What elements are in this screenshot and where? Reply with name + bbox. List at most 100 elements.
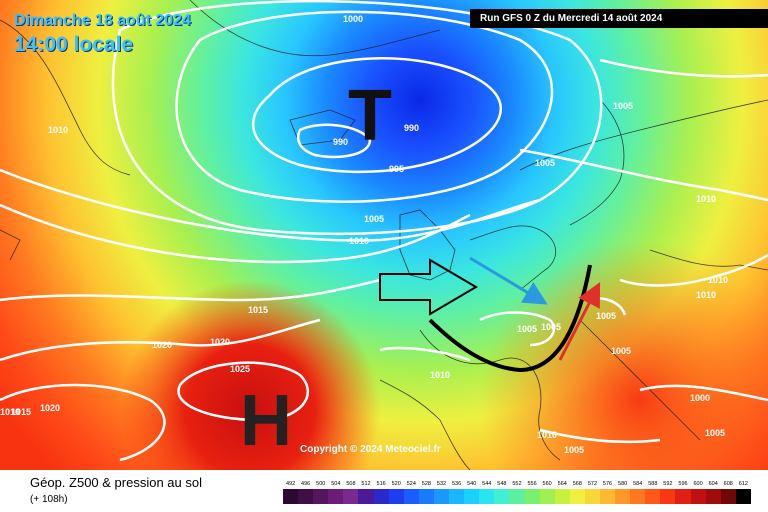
scale-tick-label: 608 — [723, 481, 733, 487]
scale-tick-label: 512 — [361, 481, 371, 487]
isobar-label: 1025 — [230, 364, 250, 374]
scale-color-swatch — [539, 489, 555, 504]
scale-color-swatch — [735, 489, 751, 504]
color-scale-bar — [283, 489, 751, 504]
color-scale: 492 496 500 504 508 512 516 520 524 528 532 536 540 5… — [283, 479, 751, 504]
scale-color-swatch — [313, 489, 329, 504]
isobar-label: 1010 — [696, 290, 716, 300]
scale-tick-label: 536 — [451, 481, 462, 487]
scale-tick-label: 540 — [467, 481, 477, 487]
forecast-date: Dimanche 18 août 2024 — [14, 12, 191, 29]
scale-color-swatch — [479, 489, 495, 504]
high-pressure-symbol: H — [240, 381, 292, 461]
scale-color-swatch — [403, 489, 419, 504]
scale-color-swatch — [630, 489, 646, 504]
scale-tick-label: 560 — [542, 481, 552, 487]
scale-tick-label: 524 — [406, 481, 416, 487]
scale-tick-label: 604 — [708, 481, 718, 487]
scale-tick-label: 596 — [678, 481, 688, 487]
isobar-label: 1010 — [696, 194, 716, 204]
scale-color-swatch — [690, 489, 706, 504]
scale-tick-label: 520 — [391, 481, 401, 487]
low-pressure-symbol: T — [348, 76, 392, 156]
scale-color-swatch — [298, 489, 314, 504]
isobar-label: 1005 — [541, 322, 561, 332]
scale-color-swatch — [599, 489, 616, 504]
isobar-label: 1000 — [690, 393, 710, 403]
legend-footer: Géop. Z500 & pression au sol (+ 108h) 49… — [0, 470, 768, 512]
copyright-text: Copyright © 2024 Meteociel.fr — [300, 444, 441, 455]
scale-tick-label: 516 — [376, 481, 386, 487]
scale-tick-label: 600 — [693, 481, 703, 487]
scale-tick-label: 504 — [331, 481, 341, 487]
scale-color-swatch — [524, 489, 540, 504]
isobar-label: 1005 — [705, 428, 725, 438]
red-flow-arrow — [558, 281, 601, 361]
scale-tick-label: 568 — [572, 481, 582, 487]
isobars — [0, 0, 768, 462]
scale-tick-label: 592 — [663, 481, 673, 487]
scale-color-swatch — [358, 489, 374, 504]
scale-color-swatch — [569, 489, 585, 504]
isobar-label: 1010 — [430, 370, 450, 380]
isobar-label: 1010 — [708, 275, 728, 285]
scale-tick-label: 612 — [738, 481, 748, 487]
scale-tick-label: 552 — [512, 481, 522, 487]
weather-map: 1000 1010 990 990 995 1005 1010 1005 100… — [0, 0, 768, 470]
scale-color-swatch — [660, 489, 676, 504]
scale-color-swatch — [615, 489, 631, 504]
scale-color-swatch — [705, 489, 721, 504]
scale-color-swatch — [509, 489, 525, 504]
isobar-label: 1005 — [517, 324, 537, 334]
scale-tick-label: 508 — [346, 481, 356, 487]
scale-color-swatch — [464, 489, 480, 504]
isobar-label: 1020 — [40, 403, 60, 413]
cold-front-line — [428, 264, 592, 373]
scale-tick-label: 528 — [421, 481, 431, 487]
isobar-label: 1005 — [596, 311, 616, 321]
scale-tick-label: 492 — [285, 481, 296, 487]
scale-color-swatch — [343, 489, 359, 504]
isobar-label: 1015 — [11, 407, 31, 417]
isobar-label: 1005 — [564, 445, 584, 455]
isobar-label: 1005 — [611, 346, 631, 356]
scale-color-swatch — [720, 489, 736, 504]
isobar-label: 1015 — [248, 305, 268, 315]
scale-color-swatch — [449, 489, 465, 504]
isobar-label: 1010 — [48, 125, 68, 135]
color-scale-labels: 492 496 500 504 508 512 516 520 524 528 532 536 540 5… — [283, 479, 751, 489]
scale-color-swatch — [373, 489, 389, 504]
scale-color-swatch — [645, 489, 661, 504]
scale-tick-label: 548 — [497, 481, 507, 487]
scale-tick-label: 584 — [633, 481, 643, 487]
scale-tick-label: 564 — [557, 481, 567, 487]
annotations — [379, 256, 601, 373]
isobar-label: 1005 — [613, 101, 633, 111]
scale-tick-label: 544 — [482, 481, 492, 487]
scale-tick-label: 556 — [527, 481, 537, 487]
forecast-offset: (+ 108h) — [30, 494, 68, 505]
scale-tick-label: 580 — [618, 481, 628, 487]
scale-tick-label: 496 — [301, 481, 311, 487]
outline-arrow-icon — [379, 258, 478, 316]
isobar-label: 990 — [333, 137, 348, 147]
scale-color-swatch — [554, 489, 570, 504]
isobar-label: 990 — [404, 123, 419, 133]
scale-color-swatch — [418, 489, 434, 504]
isobar-labels: 1000 1010 990 990 995 1005 1010 1005 100… — [0, 14, 728, 455]
scale-tick-label: 576 — [602, 481, 613, 487]
scale-color-swatch — [388, 489, 404, 504]
isobar-label: 1020 — [152, 340, 172, 350]
scale-color-swatch — [584, 489, 600, 504]
forecast-time: 14:00 locale — [14, 33, 134, 56]
scale-tick-label: 500 — [316, 481, 326, 487]
isobar-label: 995 — [389, 164, 404, 174]
model-run-label: Run GFS 0 Z du Mercredi 14 août 2024 — [470, 9, 768, 28]
isobar-label: 1020 — [210, 337, 230, 347]
scale-color-swatch — [283, 489, 299, 504]
scale-color-swatch — [675, 489, 691, 504]
isobar-label: 1010 — [0, 407, 20, 417]
scale-color-swatch — [494, 489, 510, 504]
map-parameter-title: Géop. Z500 & pression au sol — [30, 475, 202, 490]
